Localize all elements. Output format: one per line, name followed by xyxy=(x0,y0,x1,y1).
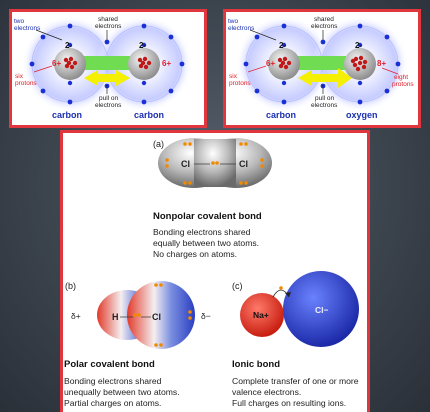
ionic-desc-line2: valence electrons. xyxy=(232,387,302,397)
oxygen-nucleus-charge: 8+ xyxy=(377,59,386,68)
nonpolar-right-atom: Cl xyxy=(239,159,248,169)
bond-types-panel: Cl Cl H Cl δ+ δ− Na+ Cl− (a) Nonpolar co… xyxy=(60,130,370,412)
pull-arrow xyxy=(298,68,352,88)
polar-desc-line3: Partial charges on atoms. xyxy=(64,398,162,408)
partial-negative: δ− xyxy=(201,311,211,321)
carbon-shell-charge: 2- xyxy=(279,41,286,50)
pull-label-line2: electrons xyxy=(95,102,122,109)
ionic-desc-line1: Complete transfer of one or more xyxy=(232,376,359,386)
protons-pointer xyxy=(33,65,53,73)
nonpolar-desc-line2: equally between two atoms. xyxy=(153,238,260,248)
carbon-nucleus-charge: 6+ xyxy=(266,59,275,68)
left-electrons xyxy=(29,23,73,105)
carbon-oxygen-panel: 2- 2- 6+ 8+ two electrons shared electro… xyxy=(223,9,421,128)
ionic-desc-line3: Full charges on resulting ions. xyxy=(232,398,347,408)
polar-desc-line1: Bonding electrons shared xyxy=(64,376,162,386)
polar-desc-line2: unequally between two atoms. xyxy=(64,387,180,397)
nonpolar-desc-line1: Bonding electrons shared xyxy=(153,227,251,237)
polar-electrons xyxy=(133,283,192,347)
shared-electron-band xyxy=(296,56,348,70)
bond-types-diagram: Cl Cl H Cl δ+ δ− Na+ Cl− xyxy=(71,138,359,349)
ionic-title: Ionic bond xyxy=(232,359,281,370)
shared-electrons-label-line2: electrons xyxy=(311,23,338,30)
left-shell-charge: 2- xyxy=(65,41,72,50)
eight-protons-label-line2: protons xyxy=(392,81,414,88)
two-electrons-label-line1: two xyxy=(14,18,25,25)
carbon-carbon-panel: 2- 2- 6+ 6+ two electrons shared electro… xyxy=(9,9,207,128)
right-electrons xyxy=(141,23,185,105)
nonpolar-letter: (a) xyxy=(153,139,164,149)
right-protons xyxy=(137,56,152,70)
nonpolar-left-atom: Cl xyxy=(181,159,190,169)
left-nucleus-charge: 6+ xyxy=(52,59,61,68)
oxygen-shell-charge: 2- xyxy=(355,41,362,50)
pull-label-line2: electrons xyxy=(311,102,338,109)
two-electrons-label-line2: electrons xyxy=(14,25,41,32)
shared-electrons-label-line2: electrons xyxy=(95,23,122,30)
partial-positive: δ+ xyxy=(71,311,81,321)
eight-protons-label-line1: eight xyxy=(394,74,408,81)
shared-electron-band xyxy=(82,56,132,70)
chloride-label: Cl− xyxy=(315,305,329,315)
six-protons-label-line2: protons xyxy=(15,80,37,87)
sodium-label: Na+ xyxy=(253,310,269,320)
right-atom-name: carbon xyxy=(134,110,164,120)
six-protons-label-line1: six xyxy=(229,73,238,80)
pull-label-line1: pull on xyxy=(315,95,335,102)
carbon-protons xyxy=(277,56,292,70)
polar-letter: (b) xyxy=(65,281,76,291)
transferred-electron xyxy=(279,286,283,290)
two-electrons-pointer xyxy=(35,29,63,41)
six-protons-pointer xyxy=(247,65,267,73)
oxygen-electrons xyxy=(357,23,401,105)
two-electrons-pointer xyxy=(249,29,277,41)
carbon-oxygen-diagram: 2- 2- 6+ 8+ two electrons shared electro… xyxy=(228,16,414,120)
polar-title: Polar covalent bond xyxy=(64,359,155,370)
nonpolar-electrons xyxy=(165,142,264,185)
nonpolar-title: Nonpolar covalent bond xyxy=(153,211,262,222)
pull-label-line1: pull on xyxy=(99,95,119,102)
carbon-atom-name: carbon xyxy=(266,110,296,120)
polar-chlorine: Cl xyxy=(152,312,161,322)
pull-arrow xyxy=(84,70,130,86)
left-atom-name: carbon xyxy=(52,110,82,120)
left-protons xyxy=(63,56,78,70)
sodium-ion xyxy=(240,293,284,337)
two-electrons-label-line2: electrons xyxy=(228,25,255,32)
oxygen-protons xyxy=(350,55,368,72)
carbon-carbon-diagram: 2- 2- 6+ 6+ two electrons shared electro… xyxy=(14,16,192,120)
carbon-electrons xyxy=(243,23,287,105)
six-protons-label-line1: six xyxy=(15,73,24,80)
two-electrons-label-line1: two xyxy=(228,18,239,25)
six-protons-label-line2: protons xyxy=(229,80,251,87)
chloride-ion xyxy=(283,271,359,347)
oxygen-atom-name: oxygen xyxy=(346,110,378,120)
eight-protons-pointer xyxy=(381,67,399,75)
polar-hydrogen: H xyxy=(112,312,119,322)
electron-transfer-arrowhead xyxy=(285,292,291,297)
shared-electrons-label-line1: shared xyxy=(314,16,334,23)
ionic-letter: (c) xyxy=(232,281,243,291)
nonpolar-desc-line3: No charges on atoms. xyxy=(153,249,238,259)
right-nucleus-charge: 6+ xyxy=(162,59,171,68)
shared-electrons-label-line1: shared xyxy=(98,16,118,23)
nonpolar-molecule xyxy=(158,138,272,188)
right-shell-charge: 2- xyxy=(139,41,146,50)
polar-molecule xyxy=(97,281,195,349)
